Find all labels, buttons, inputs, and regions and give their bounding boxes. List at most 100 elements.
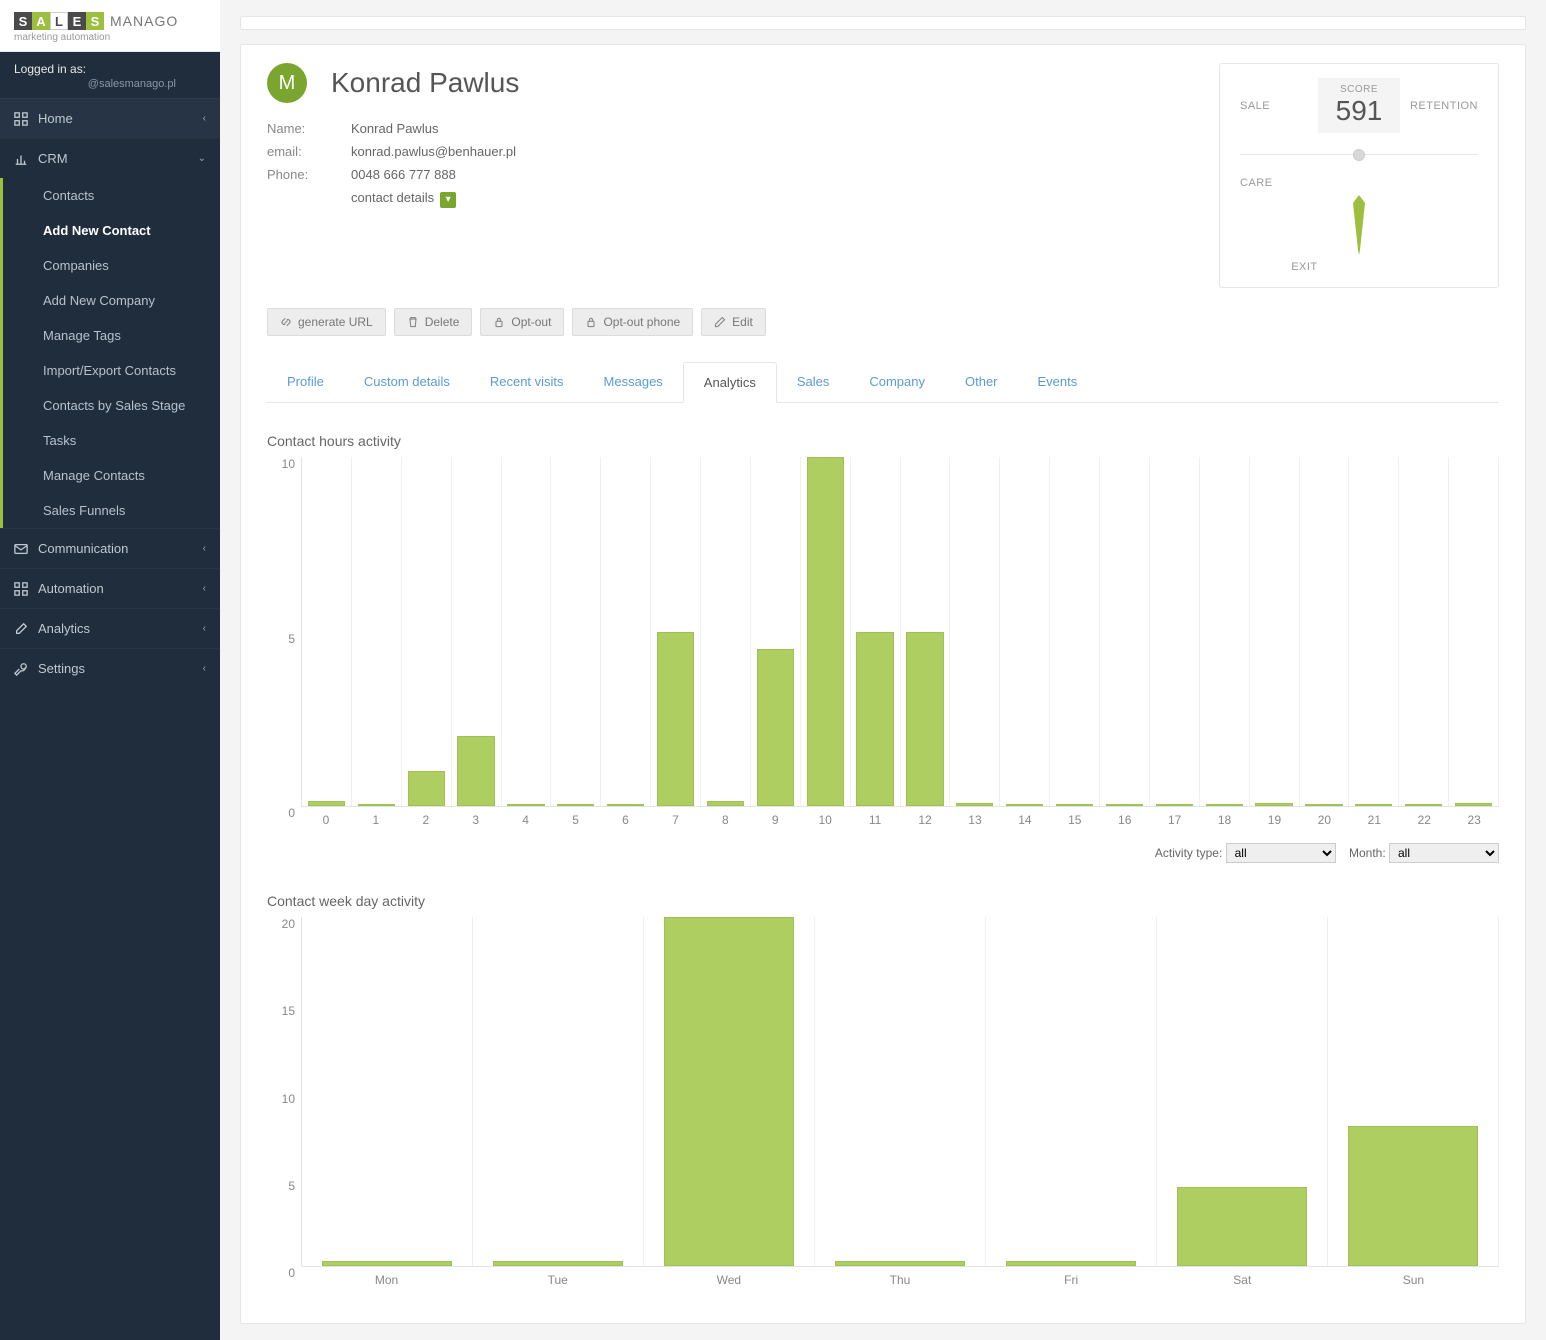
edit-button[interactable]: Edit — [701, 308, 766, 336]
bar — [1006, 804, 1043, 806]
contact-header: M Konrad Pawlus Name:Konrad Pawlus email… — [267, 63, 1199, 288]
bar — [956, 803, 993, 806]
logo-mark: SALES — [14, 12, 104, 30]
nav: Home ‹ CRM ⌄ Contacts Add New Contact Co… — [0, 99, 220, 688]
x-label: 17 — [1150, 807, 1200, 837]
nav-crm-manage-contacts[interactable]: Manage Contacts — [3, 458, 220, 493]
nav-crm-contacts[interactable]: Contacts — [3, 178, 220, 213]
login-label: Logged in as: — [14, 62, 206, 76]
x-label: 14 — [1000, 807, 1050, 837]
nav-communication-label: Communication — [38, 541, 128, 556]
nav-crm-tasks[interactable]: Tasks — [3, 423, 220, 458]
nav-crm-add-company[interactable]: Add New Company — [3, 283, 220, 318]
bar — [664, 917, 793, 1266]
bar — [1455, 803, 1492, 806]
contact-name-heading: Konrad Pawlus — [331, 67, 519, 99]
x-label: Mon — [301, 1267, 472, 1297]
avatar: M — [267, 63, 307, 103]
x-label: 20 — [1299, 807, 1349, 837]
chart-filters: Activity type: all Month: all — [267, 843, 1499, 863]
month-select[interactable]: all — [1389, 843, 1499, 863]
bar — [1348, 1126, 1477, 1266]
tab-profile[interactable]: Profile — [267, 362, 344, 402]
x-label: 8 — [700, 807, 750, 837]
nav-home[interactable]: Home ‹ — [0, 99, 220, 138]
score-slider[interactable] — [1240, 145, 1478, 165]
chevron-left-icon: ‹ — [203, 113, 206, 124]
tab-events[interactable]: Events — [1018, 362, 1098, 402]
nav-settings-label: Settings — [38, 661, 85, 676]
bar — [358, 804, 395, 806]
chart-icon — [14, 152, 28, 166]
bar — [607, 804, 644, 806]
x-label: 3 — [451, 807, 501, 837]
score-box: SCORE 591 — [1318, 78, 1401, 133]
x-label: 5 — [551, 807, 601, 837]
grid-icon — [14, 582, 28, 596]
bar — [493, 1261, 622, 1266]
caret-down-icon: ▾ — [440, 192, 456, 208]
score-value: 591 — [1336, 95, 1383, 127]
bar — [308, 801, 345, 806]
contact-details-toggle[interactable]: contact details▾ — [351, 190, 456, 208]
bar — [507, 804, 544, 806]
bar — [322, 1261, 451, 1266]
score-care-label: CARE — [1240, 177, 1318, 189]
email-label: email: — [267, 144, 351, 159]
tab-custom-details[interactable]: Custom details — [344, 362, 470, 402]
nav-crm-add-contact[interactable]: Add New Contact — [3, 213, 220, 248]
bar — [1177, 1187, 1306, 1266]
phone-value: 0048 666 777 888 — [351, 167, 456, 182]
bar — [807, 457, 844, 806]
bar — [835, 1261, 964, 1266]
tab-other[interactable]: Other — [945, 362, 1018, 402]
nav-crm-companies[interactable]: Companies — [3, 248, 220, 283]
x-label: 0 — [301, 807, 351, 837]
nav-crm[interactable]: CRM ⌄ — [0, 138, 220, 178]
tab-sales[interactable]: Sales — [777, 362, 850, 402]
x-label: 15 — [1050, 807, 1100, 837]
activity-type-label: Activity type: — [1155, 846, 1222, 860]
nav-crm-import-export[interactable]: Import/Export Contacts — [3, 353, 220, 388]
delete-button[interactable]: Delete — [394, 308, 473, 336]
x-label: Wed — [643, 1267, 814, 1297]
nav-settings[interactable]: Settings ‹ — [0, 648, 220, 688]
generate-url-button[interactable]: generate URL — [267, 308, 386, 336]
logo: SALES MANAGO marketing automation — [0, 0, 220, 52]
lock-icon — [585, 316, 597, 328]
x-label: Tue — [472, 1267, 643, 1297]
tab-analytics[interactable]: Analytics — [683, 362, 777, 403]
pencil-icon — [714, 316, 726, 328]
bar — [457, 736, 494, 806]
tab-messages[interactable]: Messages — [584, 362, 683, 402]
bar — [757, 649, 794, 806]
nav-crm-manage-tags[interactable]: Manage Tags — [3, 318, 220, 353]
link-icon — [280, 316, 292, 328]
tab-recent-visits[interactable]: Recent visits — [470, 362, 584, 402]
nav-communication[interactable]: Communication ‹ — [0, 528, 220, 568]
x-label: Sat — [1157, 1267, 1328, 1297]
nav-automation[interactable]: Automation ‹ — [0, 568, 220, 608]
bar — [906, 632, 943, 807]
optout-button[interactable]: Opt-out — [480, 308, 564, 336]
activity-type-select[interactable]: all — [1226, 843, 1336, 863]
x-label: 9 — [750, 807, 800, 837]
x-label: 13 — [950, 807, 1000, 837]
nav-automation-label: Automation — [38, 581, 104, 596]
x-label: 11 — [850, 807, 900, 837]
bar — [1305, 804, 1342, 806]
optout-phone-button[interactable]: Opt-out phone — [572, 308, 693, 336]
nav-analytics-label: Analytics — [38, 621, 90, 636]
trash-icon — [407, 316, 419, 328]
nav-analytics[interactable]: Analytics ‹ — [0, 608, 220, 648]
nav-home-label: Home — [38, 111, 73, 126]
nav-crm-label: CRM — [38, 151, 68, 166]
bar — [1156, 804, 1193, 806]
score-title: SCORE — [1336, 84, 1383, 95]
nav-crm-sales-stage[interactable]: Contacts by Sales Stage — [3, 388, 220, 423]
name-value: Konrad Pawlus — [351, 121, 438, 136]
bar — [557, 804, 594, 806]
x-label: Sun — [1328, 1267, 1499, 1297]
nav-crm-sales-funnels[interactable]: Sales Funnels — [3, 493, 220, 528]
tab-company[interactable]: Company — [849, 362, 945, 402]
